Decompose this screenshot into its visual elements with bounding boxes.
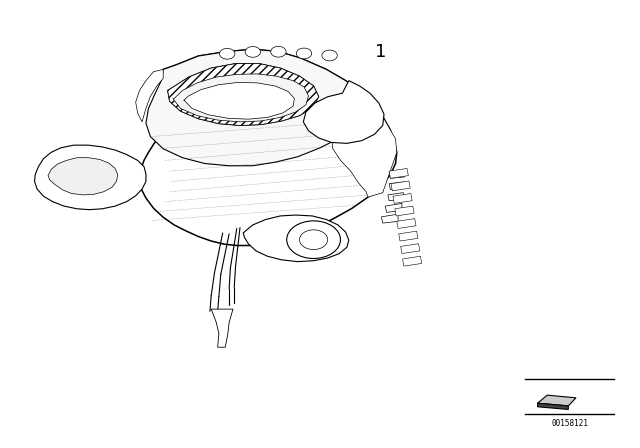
Polygon shape bbox=[393, 194, 412, 203]
Circle shape bbox=[245, 47, 260, 57]
Polygon shape bbox=[391, 181, 410, 191]
Circle shape bbox=[287, 221, 340, 258]
Polygon shape bbox=[385, 203, 402, 212]
Polygon shape bbox=[397, 219, 416, 228]
Polygon shape bbox=[173, 74, 308, 122]
Polygon shape bbox=[168, 64, 319, 125]
Polygon shape bbox=[146, 49, 384, 166]
Polygon shape bbox=[399, 231, 418, 241]
Polygon shape bbox=[168, 64, 319, 125]
Polygon shape bbox=[381, 214, 398, 223]
Circle shape bbox=[322, 50, 337, 61]
Polygon shape bbox=[35, 145, 146, 210]
Polygon shape bbox=[395, 206, 414, 216]
Polygon shape bbox=[389, 168, 408, 178]
Polygon shape bbox=[303, 81, 384, 143]
Polygon shape bbox=[184, 82, 294, 119]
Circle shape bbox=[296, 48, 312, 59]
Polygon shape bbox=[211, 309, 233, 347]
Polygon shape bbox=[389, 171, 404, 178]
Polygon shape bbox=[538, 395, 576, 406]
Polygon shape bbox=[389, 182, 406, 190]
Circle shape bbox=[300, 230, 328, 250]
Polygon shape bbox=[332, 112, 397, 197]
Circle shape bbox=[271, 46, 286, 57]
Text: 00158121: 00158121 bbox=[551, 419, 588, 428]
Polygon shape bbox=[140, 49, 397, 246]
Polygon shape bbox=[136, 69, 163, 122]
Polygon shape bbox=[48, 158, 118, 195]
Circle shape bbox=[220, 48, 235, 59]
Polygon shape bbox=[401, 244, 420, 254]
Polygon shape bbox=[243, 215, 349, 262]
Polygon shape bbox=[388, 193, 404, 201]
Text: 1: 1 bbox=[375, 43, 387, 60]
Polygon shape bbox=[403, 256, 422, 266]
Polygon shape bbox=[538, 403, 568, 409]
